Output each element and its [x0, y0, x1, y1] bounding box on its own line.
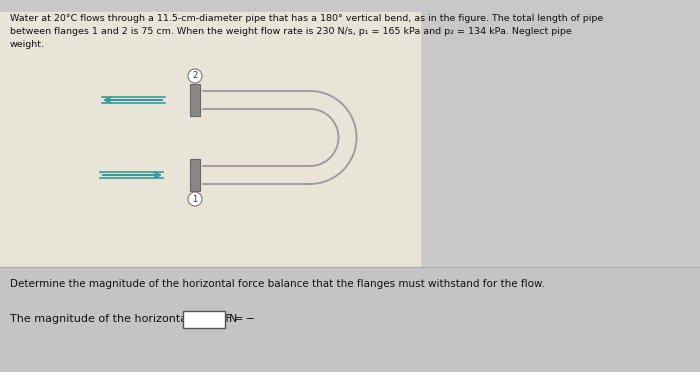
Bar	[190, 159, 200, 191]
Text: N: N	[229, 314, 237, 324]
Text: 2: 2	[193, 71, 197, 80]
Text: The magnitude of the horizontal force F = −: The magnitude of the horizontal force F …	[10, 314, 255, 324]
Bar	[183, 311, 225, 328]
Text: Water at 20°C flows through a 11.5-cm-diameter pipe that has a 180° vertical ben: Water at 20°C flows through a 11.5-cm-di…	[10, 14, 603, 23]
Text: Determine the magnitude of the horizontal force balance that the flanges must wi: Determine the magnitude of the horizonta…	[10, 279, 545, 289]
Text: weight.: weight.	[10, 40, 45, 49]
Circle shape	[188, 192, 202, 206]
Bar	[190, 84, 200, 116]
Text: between flanges 1 and 2 is 75 cm. When the weight flow rate is 230 N/s, p₁ = 165: between flanges 1 and 2 is 75 cm. When t…	[10, 27, 572, 36]
Circle shape	[188, 69, 202, 83]
Bar	[0, 267, 700, 372]
Bar	[0, 12, 420, 322]
Text: 1: 1	[193, 195, 197, 203]
